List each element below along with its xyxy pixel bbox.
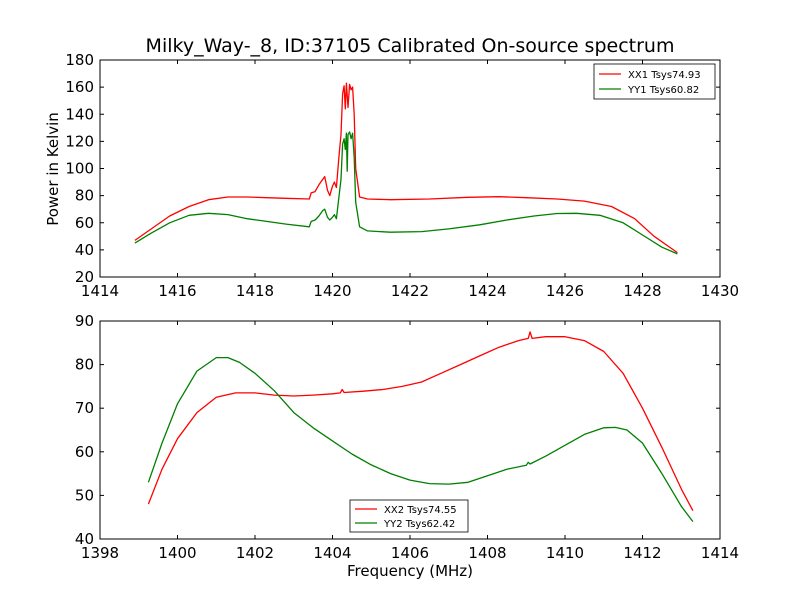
x-tick-label: 1402 bbox=[236, 544, 274, 562]
x-tick-label: 1420 bbox=[313, 282, 351, 300]
top-legend-box bbox=[593, 63, 716, 100]
y-tick-label: 160 bbox=[65, 78, 94, 96]
top-plot-panel: 1414 1416 1418 1420 1422 1424 1426 1428 1430 20 40… bbox=[44, 51, 739, 300]
y-tick-label: 120 bbox=[65, 132, 94, 150]
top-plot-ticks: 1414 1416 1418 1420 1422 1424 1426 1428 1430 20 40… bbox=[65, 51, 739, 300]
y-tick-label: 60 bbox=[75, 443, 94, 461]
x-tick-label: 1428 bbox=[623, 282, 661, 300]
series-line-yy1 bbox=[134, 131, 678, 255]
x-tick-label: 1418 bbox=[236, 282, 274, 300]
bottom-x-axis-label: Frequency (MHz) bbox=[347, 562, 473, 580]
x-tick-label: 1424 bbox=[468, 282, 506, 300]
y-tick-label: 50 bbox=[75, 486, 94, 504]
series-line-xx2 bbox=[147, 331, 694, 512]
top-legend-label-xx1: XX1 Tsys74.93 bbox=[628, 70, 701, 81]
x-tick-label: 1422 bbox=[391, 282, 429, 300]
x-tick-label: 1410 bbox=[546, 544, 584, 562]
x-tick-label: 1408 bbox=[468, 544, 506, 562]
bottom-legend-box bbox=[349, 499, 469, 533]
y-tick-label: 80 bbox=[75, 356, 94, 374]
y-tick-label: 80 bbox=[75, 187, 94, 205]
x-tick-label: 1414 bbox=[81, 282, 119, 300]
bottom-plot-panel: 1398 1400 1402 1404 1406 1408 1410 1412 1414 40 50… bbox=[75, 312, 739, 580]
chart-title: Milky_Way-_8, ID:37105 Calibrated On-sou… bbox=[146, 35, 675, 57]
y-tick-label: 140 bbox=[65, 105, 94, 123]
y-tick-label: 180 bbox=[65, 51, 94, 69]
top-plot-curves bbox=[134, 82, 678, 255]
x-tick-label: 1426 bbox=[546, 282, 584, 300]
bottom-plot-ticks: 1398 1400 1402 1404 1406 1408 1410 1412 1414 40 50… bbox=[75, 312, 739, 562]
y-tick-label: 90 bbox=[75, 312, 94, 330]
top-legend-label-yy1: YY1 Tsys60.82 bbox=[627, 85, 699, 96]
series-line-yy2 bbox=[147, 356, 694, 522]
y-tick-label: 40 bbox=[75, 241, 94, 259]
bottom-legend-label-yy2: YY2 Tsys62.42 bbox=[383, 519, 455, 530]
series-line-xx1 bbox=[134, 82, 678, 254]
top-legend: XX1 Tsys74.93 YY1 Tsys60.82 bbox=[593, 63, 716, 100]
x-tick-label: 1416 bbox=[158, 282, 196, 300]
x-tick-label: 1412 bbox=[623, 544, 661, 562]
bottom-plot-curves bbox=[147, 331, 694, 522]
x-tick-label: 1414 bbox=[701, 544, 739, 562]
y-tick-label: 70 bbox=[75, 399, 94, 417]
x-tick-label: 1400 bbox=[158, 544, 196, 562]
y-tick-label: 60 bbox=[75, 214, 94, 232]
bottom-legend-label-xx2: XX2 Tsys74.55 bbox=[384, 505, 457, 516]
bottom-legend: XX2 Tsys74.55 YY2 Tsys62.42 bbox=[349, 499, 469, 533]
x-tick-label: 1430 bbox=[701, 282, 739, 300]
x-tick-label: 1406 bbox=[391, 544, 429, 562]
y-tick-label: 40 bbox=[75, 530, 94, 548]
y-tick-label: 20 bbox=[75, 268, 94, 286]
y-tick-label: 100 bbox=[65, 160, 94, 178]
top-y-axis-label: Power in Kelvin bbox=[44, 112, 62, 226]
x-tick-label: 1404 bbox=[313, 544, 351, 562]
x-tick-label: 1398 bbox=[81, 544, 119, 562]
